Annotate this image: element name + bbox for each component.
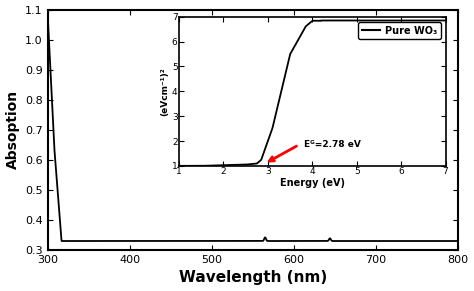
X-axis label: Wavelength (nm): Wavelength (nm) — [179, 270, 327, 285]
Y-axis label: Absoption: Absoption — [6, 90, 19, 169]
